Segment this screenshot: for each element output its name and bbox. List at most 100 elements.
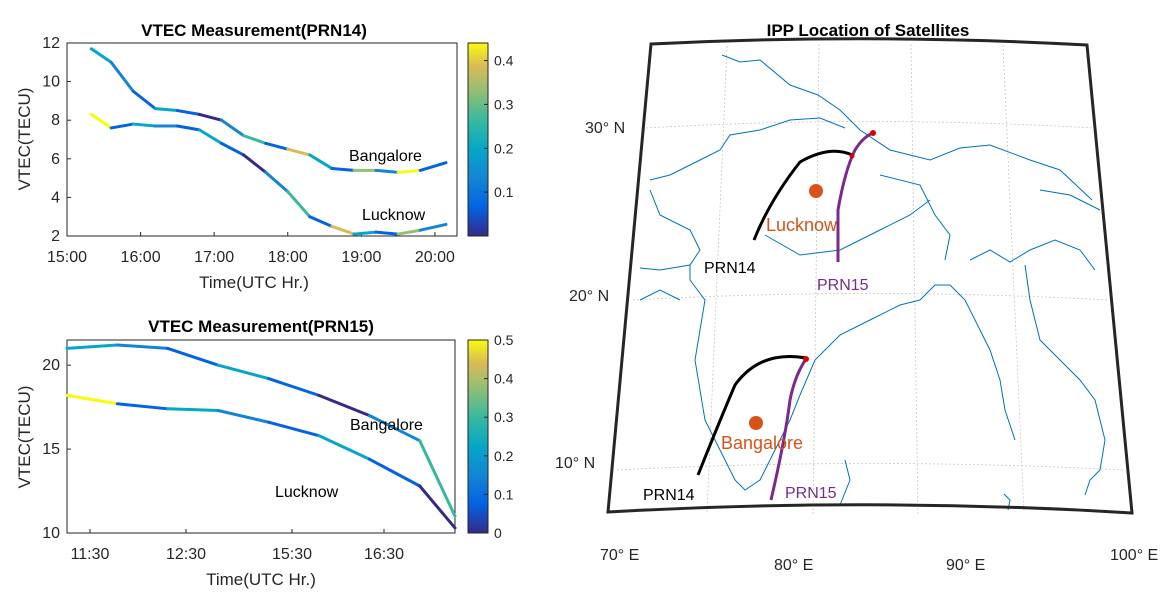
prn14-lucknow-segment: [308, 215, 334, 228]
prn15-colorbar: [467, 339, 489, 534]
map-label-prn15-south: PRN15: [785, 485, 837, 502]
prn14-y-tick-label: 6: [51, 151, 60, 168]
prn14-colorbar-tick-label: 0.2: [494, 140, 514, 156]
map-title: IPP Location of Satellites: [767, 21, 970, 40]
lon-label-70: 70° E: [600, 547, 639, 564]
prn15-lucknow-segment: [216, 408, 271, 424]
prn15-plot-box: [66, 339, 456, 534]
prn14-lucknow-segment: [89, 112, 113, 130]
prn14-bangalore-segment: [197, 112, 224, 122]
prn15-x-axis-label: Time(UTC Hr.): [206, 570, 316, 589]
lon-label-100: 100° E: [1110, 547, 1158, 564]
prn15-x-tick-label: 16:30: [364, 546, 404, 563]
prn14-bangalore-segment: [286, 147, 312, 157]
prn15-bangalore-segment: [418, 439, 457, 518]
prn14-track-north: [752, 149, 853, 241]
prn14-lucknow-segment: [242, 153, 268, 174]
prn15-colorbar-tick-label: 0.5: [494, 332, 514, 348]
prn14-x-tick-label: 16:00: [121, 249, 161, 266]
prn15-chart-title: VTEC Measurement(PRN15): [148, 317, 374, 336]
prn15-north-endpoint: [870, 130, 876, 136]
map-label-bangalore: Bangalore: [721, 433, 803, 453]
prn14-lucknow-segment: [396, 228, 422, 236]
prn14-bangalore-segment: [308, 153, 334, 170]
prn14-colorbar-tick-label: 0.1: [494, 184, 514, 200]
prn15-y-axis-label: VTEC(TECU): [15, 386, 34, 489]
prn15-colorbar-tick-label: 0.1: [494, 486, 514, 502]
prn15-bangalore-segment: [367, 414, 422, 443]
prn14-track-south: [696, 355, 807, 476]
prn15-bangalore-segment: [216, 363, 271, 381]
map-label-prn15-north: PRN15: [817, 277, 869, 294]
prn14-x-tick-label: 20:00: [415, 249, 455, 266]
prn15-x-tick-label: 12:30: [166, 546, 206, 563]
prn14-colorbar-tick-label: 0.4: [494, 53, 514, 69]
prn15-series-label-lucknow: Lucknow: [275, 484, 339, 501]
prn14-bangalore-segment: [264, 141, 290, 151]
prn14-lucknow-segment: [352, 230, 378, 236]
ipp-map: IPP Location of Satellites: [555, 21, 1158, 574]
prn14-bangalore-segment: [109, 60, 135, 93]
prn14-chart: VTEC Measurement(PRN14) 15:00 16:00 17:00 1…: [15, 21, 514, 292]
prn14-bangalore-segment: [374, 168, 400, 174]
map-frame: [606, 37, 1134, 515]
prn15-lucknow-segment: [65, 393, 119, 406]
prn15-bangalore-segment: [115, 343, 170, 350]
prn15-track-south: [769, 358, 808, 501]
prn14-x-axis-label: Time(UTC Hr.): [199, 273, 309, 292]
prn14-lucknow-segment: [264, 170, 290, 194]
prn14-lucknow-segment: [220, 141, 246, 157]
map-coastlines: [639, 54, 1106, 511]
prn14-lucknow-segment: [418, 222, 448, 232]
prn14-bangalore-segment: [175, 109, 201, 116]
prn14-x-tick-label: 18:00: [268, 249, 308, 266]
prn15-colorbar-tick-label: 0.2: [494, 448, 514, 464]
map-label-prn14-south: PRN14: [643, 487, 695, 504]
prn14-y-axis-label: VTEC(TECU): [15, 88, 34, 191]
prn15-lucknow-segment: [367, 457, 422, 488]
prn14-lucknow-segment: [374, 230, 400, 236]
prn14-plot-box: [66, 42, 458, 237]
prn15-y-tick-label: 10: [42, 525, 60, 542]
prn15-lucknow-segment: [166, 407, 220, 412]
prn14-bangalore-segment: [153, 107, 179, 113]
prn15-lucknow-segment: [115, 402, 170, 411]
prn14-lucknow-segment: [330, 224, 356, 236]
prn14-lucknow-segment: [109, 122, 135, 130]
prn14-bangalore-segment: [89, 47, 113, 64]
prn14-bangalore-segment: [418, 161, 448, 172]
prn14-series-label-bangalore: Bangalore: [349, 148, 422, 165]
prn14-series-label-lucknow: Lucknow: [362, 207, 426, 224]
prn15-colorbar-tick-label: 0.3: [494, 409, 514, 425]
prn14-bangalore-segment: [242, 134, 268, 145]
prn15-colorbar-tick-label: 0.4: [494, 371, 514, 387]
prn15-track-north: [836, 131, 874, 262]
prn14-bangalore-segment: [330, 166, 356, 172]
lat-label-10: 10° N: [555, 455, 595, 472]
lat-label-30: 30° N: [585, 120, 625, 137]
prn15-lucknow-segment: [418, 484, 457, 530]
prn14-y-tick-label: 4: [51, 189, 60, 206]
bangalore-marker: [749, 416, 763, 430]
prn15-chart: VTEC Measurement(PRN15) 11:30 12:30 15:30 1…: [15, 317, 514, 589]
lon-label-80: 80° E: [774, 557, 813, 574]
prn14-bangalore-segment: [220, 118, 246, 138]
prn14-colorbar: [467, 42, 489, 237]
prn14-lucknow-segment: [286, 190, 312, 219]
map-graticule: [616, 43, 1125, 516]
lat-label-20: 20° N: [569, 288, 609, 305]
map-label-prn14-north: PRN14: [704, 260, 756, 277]
prn15-bangalore-segment: [166, 346, 220, 367]
prn14-x-tick-label: 15:00: [47, 249, 87, 266]
prn15-x-tick-label: 15:30: [272, 546, 312, 563]
prn14-y-tick-label: 10: [42, 74, 60, 91]
prn15-series-label-bangalore: Bangalore: [350, 417, 423, 434]
prn15-lucknow-segment: [317, 434, 371, 461]
prn14-lucknow-segment: [197, 128, 224, 145]
prn15-bangalore-segment: [65, 343, 119, 350]
prn15-bangalore-segment: [267, 377, 321, 397]
prn14-lucknow-segment: [175, 124, 201, 132]
prn15-lucknow-segment: [267, 420, 321, 438]
lon-label-90: 90° E: [946, 557, 985, 574]
prn14-bangalore-segment: [131, 89, 157, 111]
